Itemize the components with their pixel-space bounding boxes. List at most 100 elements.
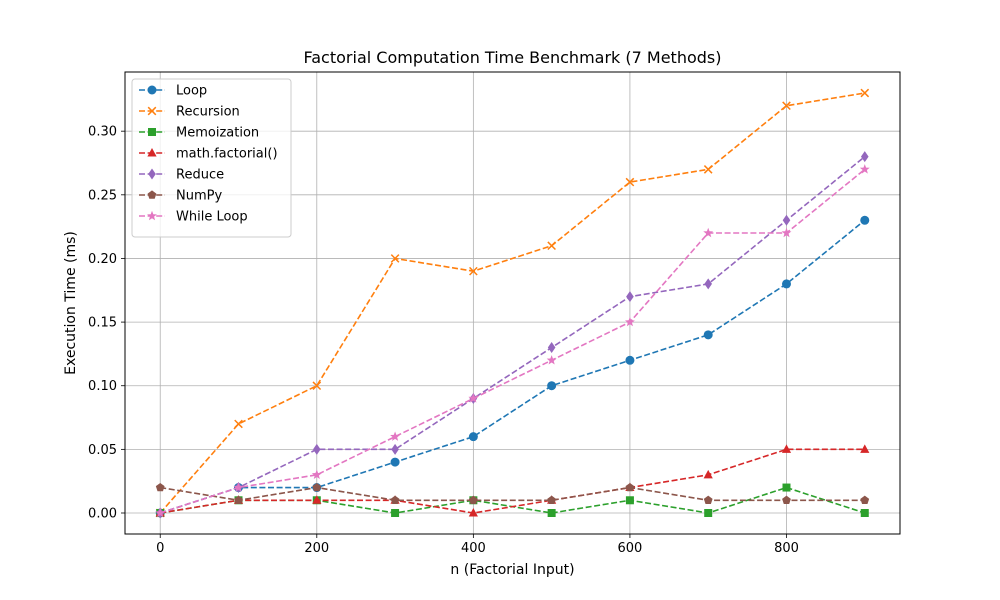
data-point-recursion-stroke xyxy=(234,419,243,429)
data-point-recursion xyxy=(860,88,870,98)
y-tick-label: 0.25 xyxy=(88,188,117,203)
data-point-memoization xyxy=(625,496,634,505)
data-point-numpy xyxy=(703,495,713,504)
data-point-recursion xyxy=(234,419,243,429)
data-point-reduce xyxy=(312,443,321,455)
legend-item-reduce: Reduce xyxy=(139,168,224,183)
data-point-recursion-stroke xyxy=(782,101,791,111)
data-point-loop xyxy=(468,432,478,442)
legend-item-recursion: Recursion xyxy=(139,105,240,120)
data-point-recursion-stroke xyxy=(312,381,322,391)
data-point-reduce xyxy=(391,443,399,455)
y-tick-label: 0.00 xyxy=(88,507,117,522)
series-layer xyxy=(155,88,870,519)
data-point-numpy xyxy=(625,482,635,492)
x-tick-label: 800 xyxy=(774,541,799,556)
data-point-while-loop xyxy=(233,482,244,492)
data-point-loop xyxy=(781,279,791,289)
data-point-while-loop xyxy=(624,316,635,327)
series-line-numpy xyxy=(160,486,865,502)
x-tick-label: 600 xyxy=(618,541,643,556)
legend-marker xyxy=(148,168,156,180)
data-point-numpy xyxy=(390,495,400,504)
x-axis-label: n (Factorial Input) xyxy=(450,562,574,578)
legend-label: While Loop xyxy=(176,210,248,225)
legend: Loop Recursion Memoization math.factorial()… xyxy=(131,78,292,238)
data-point-numpy xyxy=(312,482,322,492)
data-point-numpy xyxy=(782,495,791,504)
data-point-numpy xyxy=(860,495,870,504)
data-point-while-loop xyxy=(781,227,792,238)
legend-marker xyxy=(147,148,157,157)
ticks: 0 200 400 600 800 0.00 0.05 0.10 0.15 0.20 0.25 0.3… xyxy=(88,125,799,556)
data-point-recursion-stroke xyxy=(860,88,870,98)
y-tick-label: 0.05 xyxy=(88,443,117,458)
data-point-while-loop xyxy=(703,227,714,238)
data-point-reduce xyxy=(704,278,713,290)
legend-label: math.factorial() xyxy=(176,147,278,162)
data-point-math-factorial xyxy=(312,495,322,504)
legend-label: Reduce xyxy=(176,168,224,183)
data-point-recursion xyxy=(782,101,791,111)
data-point-recursion xyxy=(469,266,478,276)
plot-frame xyxy=(124,71,901,535)
data-point-recursion-stroke xyxy=(547,241,556,251)
legend-box xyxy=(131,78,292,238)
data-point-while-loop xyxy=(859,164,870,174)
data-point-math-factorial xyxy=(781,444,792,453)
data-point-numpy xyxy=(468,495,478,504)
legend-item-memoization: Memoization xyxy=(139,126,259,141)
series-while-loop xyxy=(155,164,870,518)
legend-marker xyxy=(147,190,157,199)
data-point-loop xyxy=(703,330,713,340)
legend-item-numpy: NumPy xyxy=(139,189,222,204)
series-line-while-loop xyxy=(159,168,866,514)
data-point-recursion xyxy=(625,177,635,187)
y-tick-label: 0.15 xyxy=(88,316,117,331)
y-axis-label: Execution Time (ms) xyxy=(63,231,79,375)
x-tick-label: 400 xyxy=(461,541,486,556)
chart-title: Factorial Computation Time Benchmark (7 … xyxy=(304,48,722,67)
legend-label: Memoization xyxy=(176,126,259,141)
data-point-loop xyxy=(860,215,870,225)
legend-label: Loop xyxy=(176,84,207,99)
legend-marker xyxy=(147,85,157,95)
data-point-memoization xyxy=(547,509,556,517)
series-line-math-factorial xyxy=(160,448,865,514)
data-point-recursion xyxy=(390,254,400,263)
data-point-numpy xyxy=(547,495,557,504)
data-point-recursion xyxy=(547,241,556,251)
series-line-loop xyxy=(159,219,866,514)
data-point-recursion-stroke xyxy=(390,254,400,263)
legend-marker xyxy=(148,128,156,136)
legend-item-math-factorial: math.factorial() xyxy=(139,147,278,162)
y-tick-label: 0.20 xyxy=(88,252,117,267)
data-point-numpy xyxy=(234,495,243,504)
data-point-recursion-stroke xyxy=(625,177,635,187)
x-tick-label: 200 xyxy=(304,541,329,556)
data-point-reduce xyxy=(860,151,869,163)
data-point-reduce xyxy=(782,214,791,226)
legend-marker xyxy=(147,210,157,221)
legend-item-while-loop: While Loop xyxy=(139,210,248,225)
data-point-math-factorial xyxy=(703,469,713,479)
data-point-while-loop xyxy=(468,393,479,403)
data-point-recursion xyxy=(312,381,322,391)
data-point-math-factorial xyxy=(468,508,478,517)
legend-label: NumPy xyxy=(176,189,222,204)
data-point-loop xyxy=(390,457,400,467)
data-point-memoization xyxy=(860,509,869,517)
x-tick-label: 0 xyxy=(156,541,164,556)
data-point-reduce xyxy=(626,291,634,303)
legend-marker-stroke xyxy=(147,106,157,116)
data-point-while-loop xyxy=(546,355,557,365)
data-point-recursion-stroke xyxy=(703,165,713,174)
data-point-memoization xyxy=(391,509,400,517)
y-tick-label: 0.30 xyxy=(88,125,117,140)
data-point-reduce xyxy=(547,342,556,354)
data-point-loop xyxy=(625,355,635,365)
data-point-while-loop xyxy=(390,431,401,441)
data-point-recursion xyxy=(703,165,713,174)
data-point-while-loop xyxy=(311,469,322,480)
